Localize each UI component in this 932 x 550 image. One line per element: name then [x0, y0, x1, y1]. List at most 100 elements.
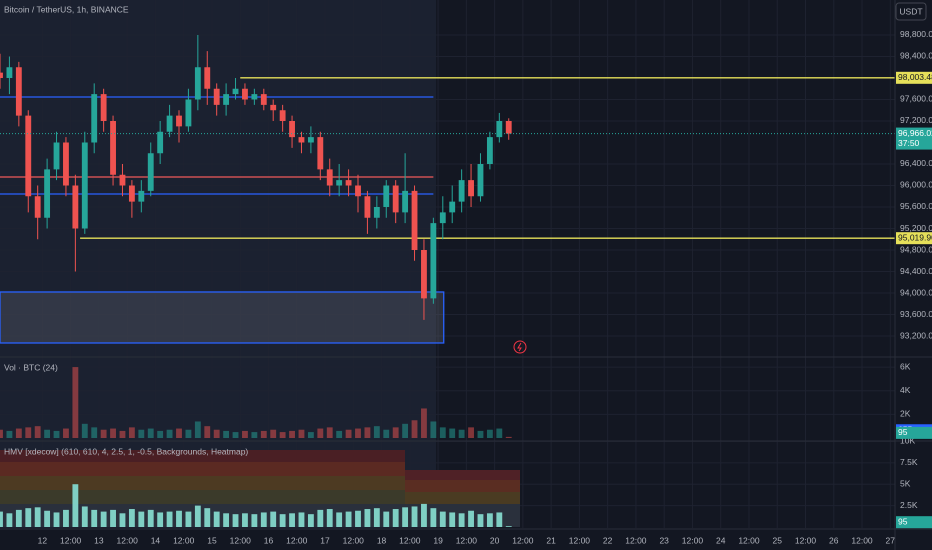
hmv-bar	[0, 511, 3, 527]
candle-body	[81, 142, 88, 229]
candle-body	[138, 190, 145, 202]
currency-label[interactable]: USDT	[899, 6, 922, 16]
hmv-bar	[128, 509, 135, 527]
volume-bar	[128, 427, 135, 438]
candle-body	[34, 196, 41, 218]
y-tick-label: 95,200.00	[900, 223, 932, 233]
hmv-bar	[364, 509, 371, 527]
volume-bar	[486, 429, 493, 438]
volume-bar	[232, 432, 239, 438]
x-tick-label: 19	[433, 535, 443, 545]
hmv-bar	[373, 508, 380, 527]
zone-box	[0, 291, 445, 344]
hmv-bar	[345, 511, 352, 527]
level-label-bg	[896, 71, 932, 84]
candle-body	[402, 190, 409, 213]
x-tick-label: 22	[603, 535, 613, 545]
candle-body	[326, 169, 333, 186]
y-tick-label: 98,400.00	[900, 51, 932, 61]
x-tick-label: 12:00	[625, 535, 647, 545]
volume-bar	[402, 423, 409, 438]
volume-bar	[317, 428, 324, 438]
hmv-bar	[279, 514, 286, 527]
hmv-bar	[223, 513, 230, 527]
hmv-bar	[411, 506, 418, 527]
candle-body	[63, 142, 69, 186]
candle-body	[477, 163, 484, 197]
candle-body	[128, 185, 135, 202]
hmv-bar	[185, 511, 192, 527]
hmv-bar	[496, 512, 503, 527]
candle-body	[91, 94, 98, 143]
x-tick-label: 13	[94, 535, 104, 545]
volume-bar	[166, 429, 173, 438]
volume-bar	[25, 427, 32, 438]
level-label: 95,019.90	[898, 232, 932, 242]
x-tick-label: 12:00	[343, 535, 365, 545]
volume-bar	[260, 430, 267, 438]
level-label-bg	[896, 232, 932, 245]
volume-bar	[496, 428, 503, 438]
volume-bar	[147, 428, 154, 438]
x-tick-label: 26	[829, 535, 839, 545]
volume-bar	[138, 429, 145, 438]
countdown: 37:50	[898, 138, 920, 148]
currency-button[interactable]	[895, 2, 927, 21]
volume-bar	[44, 429, 51, 438]
candle-body	[260, 94, 267, 105]
hmv-bar	[307, 514, 314, 527]
volume-bar	[100, 429, 107, 438]
candle-body	[336, 180, 343, 186]
hmv-bar	[166, 511, 173, 527]
volume-bar	[270, 429, 277, 438]
candle-body	[421, 250, 427, 299]
chart-title: Bitcoin / TetherUS, 1h, BINANCE	[4, 4, 129, 14]
hmv-bar	[402, 507, 409, 527]
hmv-bar	[355, 510, 361, 527]
x-tick-label: 12:00	[60, 535, 82, 545]
volume-bar	[373, 426, 380, 438]
candle-body	[449, 201, 456, 213]
event-icon-bolt	[517, 342, 522, 352]
volume-bar	[242, 430, 248, 438]
volume-bar	[421, 408, 427, 438]
candle-body	[25, 115, 32, 197]
session-shade	[0, 0, 436, 528]
hmv-bar	[147, 509, 154, 527]
x-tick-label: 12:00	[851, 535, 873, 545]
x-tick-label: 27	[886, 535, 896, 545]
y-tick-label: 97,200.00	[900, 115, 932, 125]
event-icon[interactable]	[513, 340, 527, 354]
volume-bar	[326, 427, 333, 438]
y-tick-label: 10K	[900, 436, 915, 446]
candle-body	[232, 88, 239, 95]
volume-bar	[81, 423, 88, 438]
candle-body	[194, 67, 201, 100]
x-tick-label: 12:00	[399, 535, 421, 545]
hmv-bar	[194, 505, 201, 527]
volume-bar	[298, 429, 305, 438]
hmv-bar	[6, 513, 13, 527]
x-tick-label: 17	[320, 535, 330, 545]
volume-bar	[458, 429, 465, 438]
candle-body	[6, 67, 13, 78]
volume-bar	[63, 428, 69, 438]
candle-body	[458, 180, 465, 202]
hmv-bar	[298, 512, 305, 527]
x-tick-label: 24	[716, 535, 726, 545]
hmv-bar	[486, 513, 493, 527]
candle-body	[176, 115, 182, 127]
hmv-bar	[25, 508, 32, 527]
candle-body	[72, 185, 79, 229]
candle-body	[279, 110, 286, 121]
grid	[0, 0, 895, 528]
volume-bar	[505, 436, 512, 438]
hmv-bar	[439, 511, 446, 527]
hmv-bar	[100, 511, 107, 527]
volume-bar	[119, 430, 126, 438]
x-tick-label: 12:00	[738, 535, 760, 545]
candle-body	[355, 185, 361, 197]
candle-body	[411, 190, 418, 251]
volume-bar	[213, 429, 220, 438]
x-tick-label: 18	[377, 535, 387, 545]
